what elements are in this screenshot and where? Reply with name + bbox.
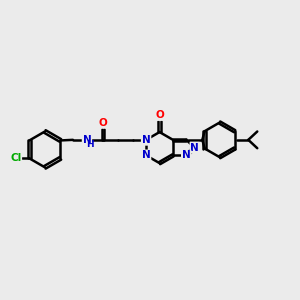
Text: O: O — [99, 118, 107, 128]
Text: O: O — [155, 110, 164, 120]
Text: N: N — [82, 135, 91, 145]
Text: N: N — [142, 150, 151, 161]
Text: H: H — [86, 140, 94, 149]
Text: N: N — [190, 142, 199, 153]
Text: Cl: Cl — [10, 153, 21, 164]
Text: N: N — [182, 150, 190, 161]
Text: N: N — [142, 135, 151, 145]
